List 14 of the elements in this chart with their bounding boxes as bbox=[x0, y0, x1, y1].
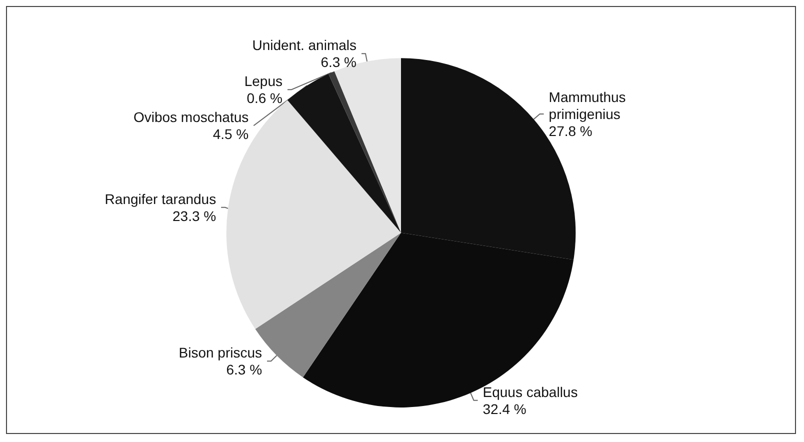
slice-label: Equus caballus bbox=[482, 384, 578, 400]
data-label: 6.3 % bbox=[226, 362, 262, 378]
slice-label: Rangifer tarandus bbox=[104, 190, 216, 207]
slice-label: Ovibos moschatus bbox=[133, 109, 249, 126]
slice-label: Lepus bbox=[244, 73, 283, 90]
data-label: 32.4 % bbox=[482, 400, 526, 417]
data-label: 23.3 % bbox=[172, 208, 216, 224]
data-label: 6.3 % bbox=[320, 54, 357, 70]
slice-label: Mammuthus primigenius bbox=[548, 89, 630, 122]
data-label: 4.5 % bbox=[212, 126, 249, 142]
slice-label: Unident. animals bbox=[252, 37, 357, 54]
data-label: 27.8 % bbox=[548, 123, 592, 140]
data-label: 0.6 % bbox=[246, 90, 283, 106]
slice-label: Bison priscus bbox=[178, 344, 262, 361]
